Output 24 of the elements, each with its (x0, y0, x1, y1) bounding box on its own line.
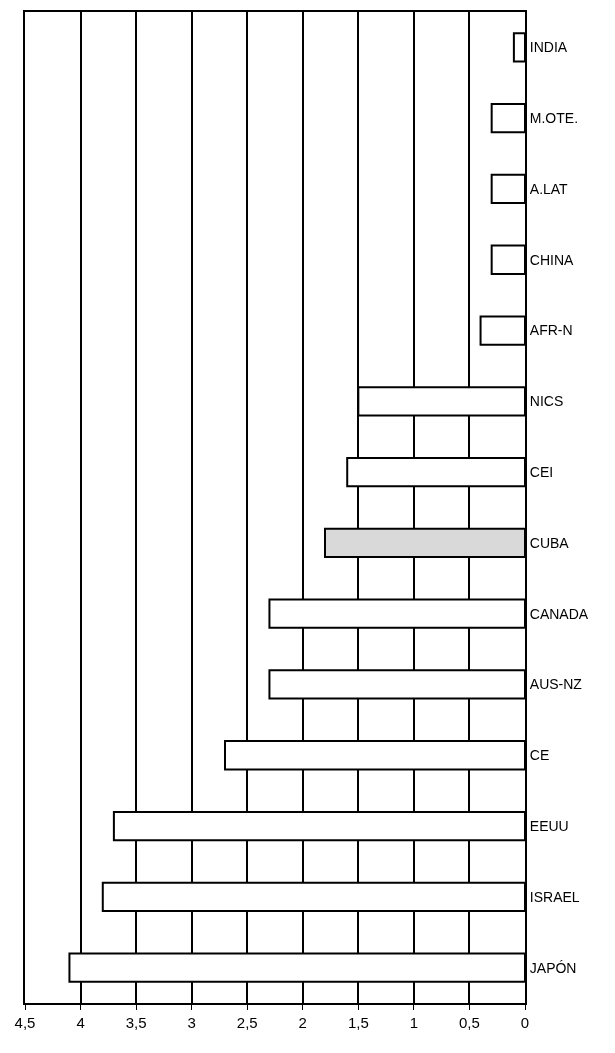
y-tick-label: CE (529, 747, 550, 764)
y-tick-label: CHINA (529, 251, 575, 268)
y-tick-label: ISRAEL (529, 888, 580, 905)
y-tick-label: A.LAT (529, 180, 569, 197)
y-tick-label: INDIA (529, 39, 568, 56)
x-tick-label: 1,5 (347, 1014, 369, 1031)
y-tick-label: M.OTE. (529, 110, 579, 127)
y-tick-label: CUBA (529, 534, 570, 551)
y-tick-label: AUS-NZ (529, 676, 583, 693)
x-tick-label: 4,5 (14, 1014, 36, 1031)
y-tick-label: JAPÓN (529, 959, 577, 976)
x-tick-label: 3 (187, 1014, 196, 1031)
y-tick-label: CEI (529, 464, 554, 481)
x-tick-label: 0,5 (459, 1014, 480, 1031)
y-tick-label: CANADA (529, 605, 589, 622)
y-tick-label: EEUU (529, 817, 569, 834)
x-tick-label: 2 (298, 1014, 307, 1031)
x-tick-label: 1 (409, 1014, 419, 1031)
x-tick-label: 4 (76, 1014, 85, 1031)
y-tick-label: AFR-N (529, 322, 573, 339)
x-tick-label: 3,5 (125, 1014, 147, 1031)
x-tick-label: 2,5 (236, 1014, 258, 1031)
x-tick-label: 0 (520, 1014, 530, 1031)
y-tick-label: NICS (529, 393, 564, 410)
